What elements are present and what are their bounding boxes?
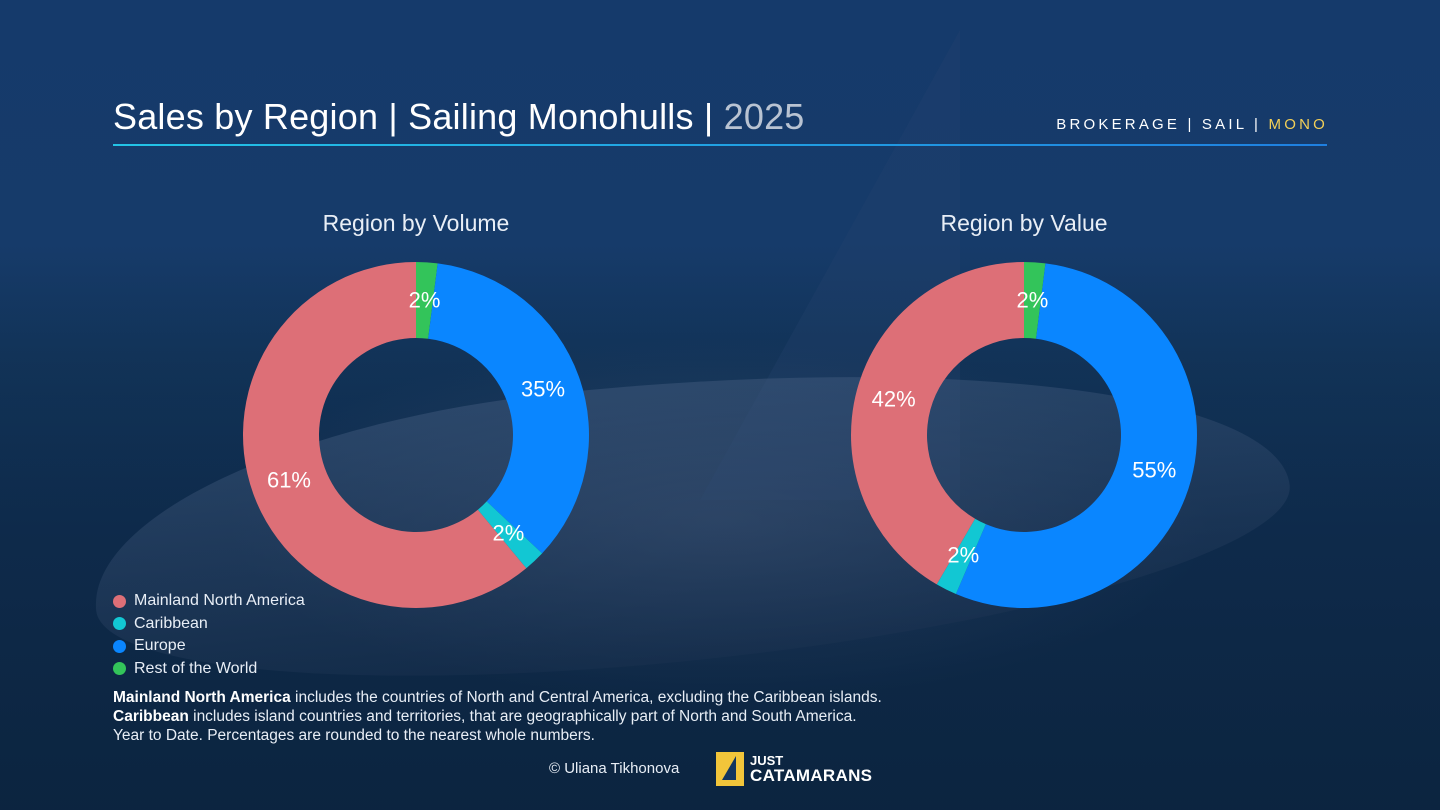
donut-data-label: 35% [521,376,565,401]
legend-item-caribbean: Caribbean [113,613,305,636]
legend-label: Europe [134,637,186,655]
donut-data-label: 2% [409,287,441,312]
footnote-caribbean: Caribbean includes island countries and … [113,707,882,726]
sail-logo-icon [716,752,744,786]
legend-swatch [113,594,126,608]
footnote-mainland-text: includes the countries of North and Cent… [290,689,882,706]
footnote-mainland: Mainland North America includes the coun… [113,688,882,707]
footnote-ytd: Year to Date. Percentages are rounded to… [113,727,595,744]
donut-slice-europe [428,263,589,554]
logo-line-1: JUST [750,753,784,768]
donut-slice-europe [955,263,1197,608]
page-title-main: Sales by Region | Sailing Monohulls | [113,96,724,137]
donut-slice-rest-of-the-world [416,262,438,339]
donut-data-label: 42% [872,387,916,412]
donut-data-label: 2% [493,520,525,545]
donut-slice-mainland-north-america [242,262,527,608]
author-credit: © Uliana Tikhonova [549,760,680,777]
tagline-highlight: MONO [1268,116,1328,133]
legend-swatch [113,639,126,653]
logo-line-2: CATAMARANS [750,766,873,785]
legend-label: Rest of the World [134,659,258,677]
donut-slice-mainland-north-america [851,262,1024,585]
page-title: Sales by Region | Sailing Monohulls | 20… [113,96,805,138]
donut-data-label: 2% [1016,287,1048,312]
donut-value: 2% 55% 2% 42% [851,262,1197,608]
legend-item-europe: Europe [113,635,305,658]
donut-volume: 2% 35% 2% 61% [242,262,589,608]
chart-title-volume: Region by Volume [322,210,510,236]
footnote-caribbean-term: Caribbean [113,708,189,725]
legend-item-mainland-north-america: Mainland North America [113,590,305,613]
footnotes: Mainland North America includes the coun… [113,688,882,745]
footnote-mainland-term: Mainland North America [113,689,291,706]
title-underline [113,144,1327,146]
tagline-prefix: BROKERAGE | SAIL | [1056,116,1269,133]
footnote-caribbean-text: includes island countries and territorie… [188,708,857,725]
donut-data-label: 61% [267,468,311,493]
legend-swatch [113,617,126,631]
legend-item-rest-of-the-world: Rest of the World [113,658,305,681]
tagline: BROKERAGE | SAIL | MONO [1056,116,1328,133]
logo-wordmark: JUST CATAMARANS [750,754,872,784]
legend-label: Mainland North America [134,592,305,610]
donut-slice-caribbean [936,518,986,595]
donut-slice-rest-of-the-world [1024,262,1046,339]
just-catamarans-logo: JUST CATAMARANS [716,751,872,787]
donut-data-label: 2% [947,543,979,568]
legend-label: Caribbean [134,614,208,632]
legend-swatch [113,662,126,676]
chart-title-value: Region by Value [940,210,1108,236]
background-sea [0,250,1440,810]
donut-data-label: 55% [1132,457,1176,482]
donut-slice-caribbean [477,501,543,569]
page-title-year: 2025 [723,96,805,137]
legend: Mainland North America Caribbean Europe … [113,590,305,680]
